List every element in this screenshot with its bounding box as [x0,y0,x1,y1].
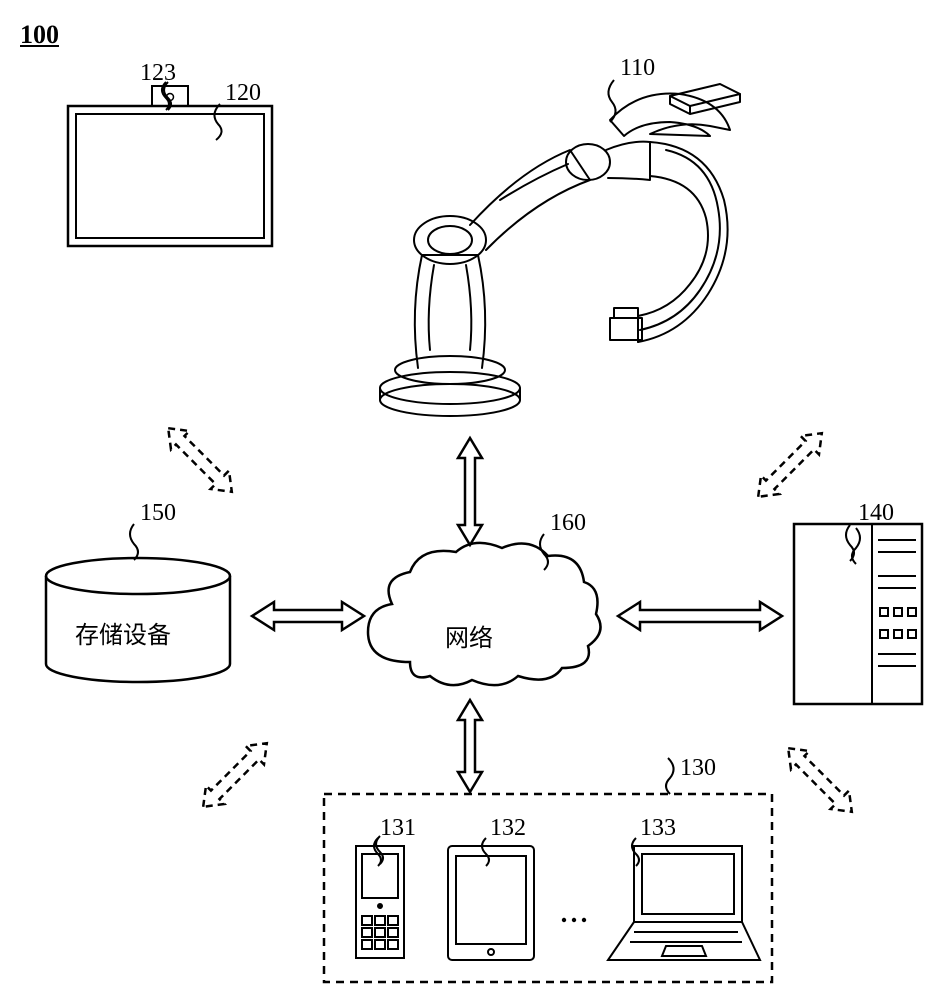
ref-130: 130 [680,755,716,782]
ref-131: 131 [380,815,416,842]
ref-123: 123 [140,60,176,87]
ref-110: 110 [620,55,655,82]
ref-140: 140 [858,500,894,527]
ref-120: 120 [225,80,261,107]
ref-150: 150 [140,500,176,527]
ref-133: 133 [640,815,676,842]
ref-132: 132 [490,815,526,842]
ref-160: 160 [550,510,586,537]
